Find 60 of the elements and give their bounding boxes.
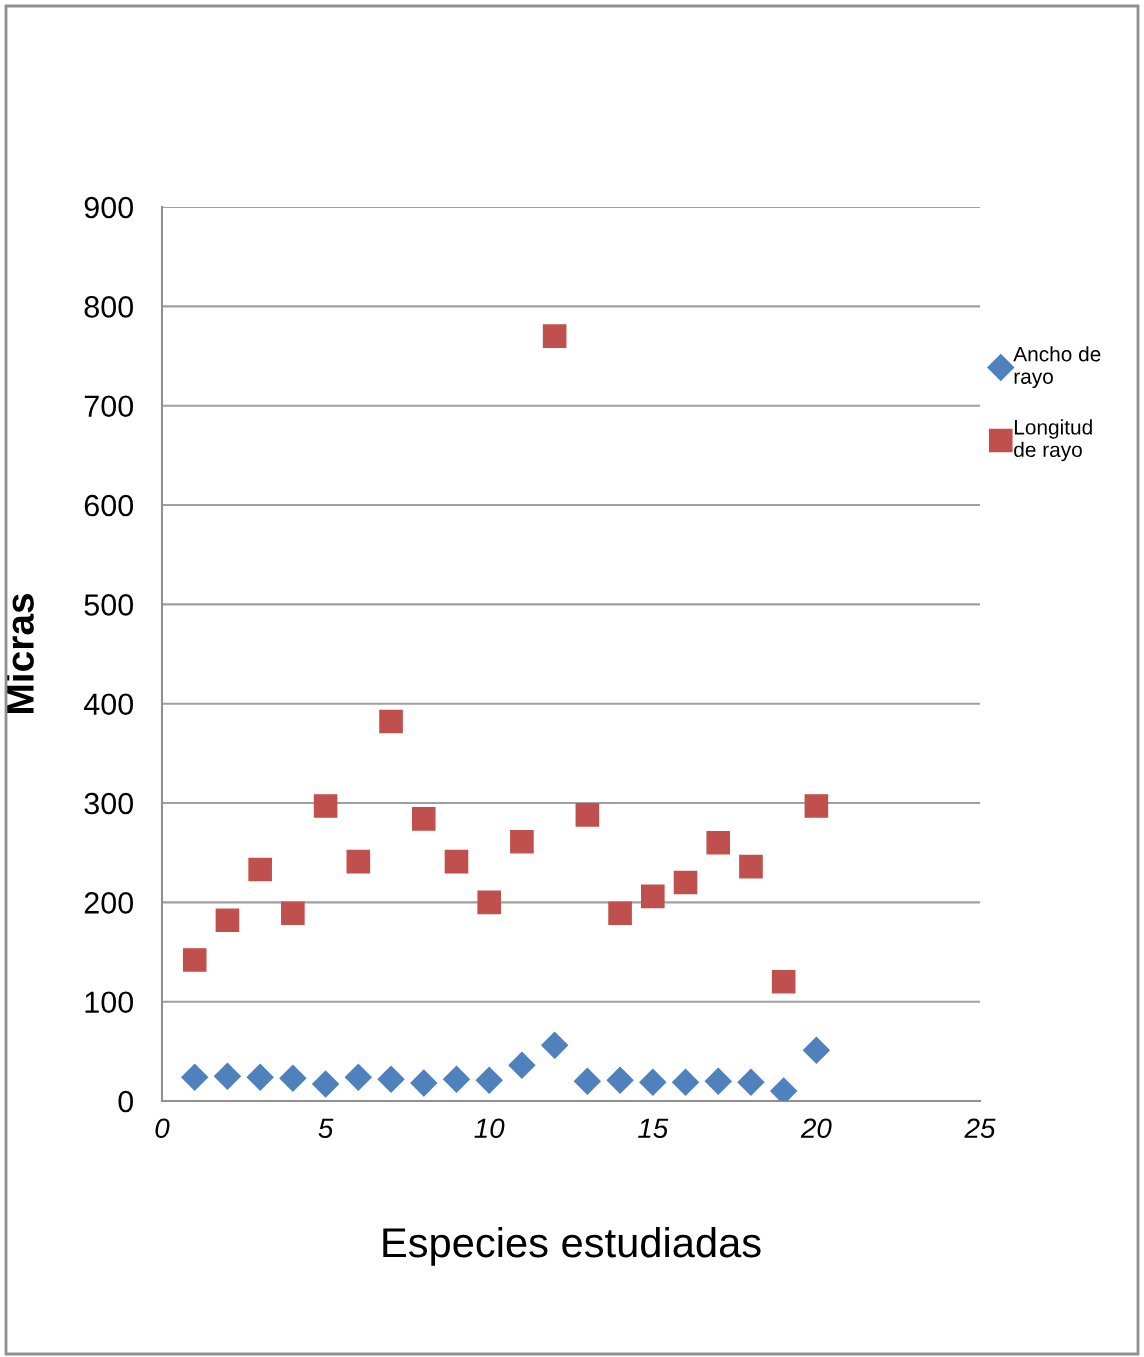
x-tick-label: 10: [474, 1118, 505, 1139]
point: [510, 829, 534, 854]
point: [508, 1051, 536, 1079]
y-tick-label: 0: [118, 1090, 134, 1113]
point: [477, 890, 502, 915]
point: [640, 884, 665, 909]
point: [639, 1068, 667, 1096]
point: [575, 803, 600, 827]
point: [673, 870, 698, 895]
y-tick-label: 100: [85, 991, 134, 1014]
point: [606, 1066, 634, 1094]
x-axis-title: Especies estudiadas: [383, 1226, 761, 1266]
x-tick-label: 25: [964, 1118, 996, 1139]
legend-label: Longitud de rayo: [1014, 419, 1092, 462]
point: [281, 901, 305, 926]
point: [704, 1067, 732, 1095]
point: [443, 1065, 470, 1093]
point: [379, 709, 403, 734]
point: [246, 1063, 274, 1091]
point: [573, 1067, 601, 1095]
point: [312, 1070, 340, 1098]
y-tick-label: 500: [84, 594, 134, 616]
point: [672, 1068, 699, 1096]
y-tick-label: 900: [84, 196, 134, 219]
point: [411, 807, 436, 831]
point: [541, 1031, 569, 1059]
point: [313, 794, 338, 818]
point: [248, 857, 272, 882]
x-tick-label: 5: [318, 1118, 334, 1139]
x-tick-label: 20: [800, 1118, 832, 1139]
point: [344, 1063, 372, 1091]
point: [542, 324, 567, 348]
point: [804, 794, 829, 818]
point: [410, 1069, 438, 1097]
point: [475, 1066, 503, 1094]
point: [182, 948, 207, 972]
point: [346, 849, 371, 874]
y-axis-title: Micras: [5, 593, 34, 713]
point: [770, 1077, 798, 1101]
x-tick-label: 15: [638, 1118, 669, 1139]
y-tick-label: 300: [84, 792, 134, 815]
point: [737, 1068, 765, 1096]
y-tick-label: 400: [83, 693, 134, 716]
point: [215, 908, 240, 933]
point: [771, 969, 796, 994]
legend-label: Ancho de rayo: [1013, 346, 1101, 389]
point: [444, 849, 469, 874]
point: [802, 1036, 830, 1064]
y-tick-label: 700: [84, 395, 134, 418]
x-tick-label: 0: [155, 1118, 170, 1139]
y-tick-label: 600: [84, 494, 134, 517]
point: [279, 1064, 307, 1092]
point: [608, 901, 632, 926]
y-tick-label: 800: [84, 296, 134, 318]
point: [706, 830, 731, 855]
point: [181, 1063, 209, 1091]
point: [739, 854, 763, 879]
point: [213, 1062, 241, 1090]
y-tick-label: 200: [84, 892, 134, 914]
point: [377, 1065, 405, 1093]
